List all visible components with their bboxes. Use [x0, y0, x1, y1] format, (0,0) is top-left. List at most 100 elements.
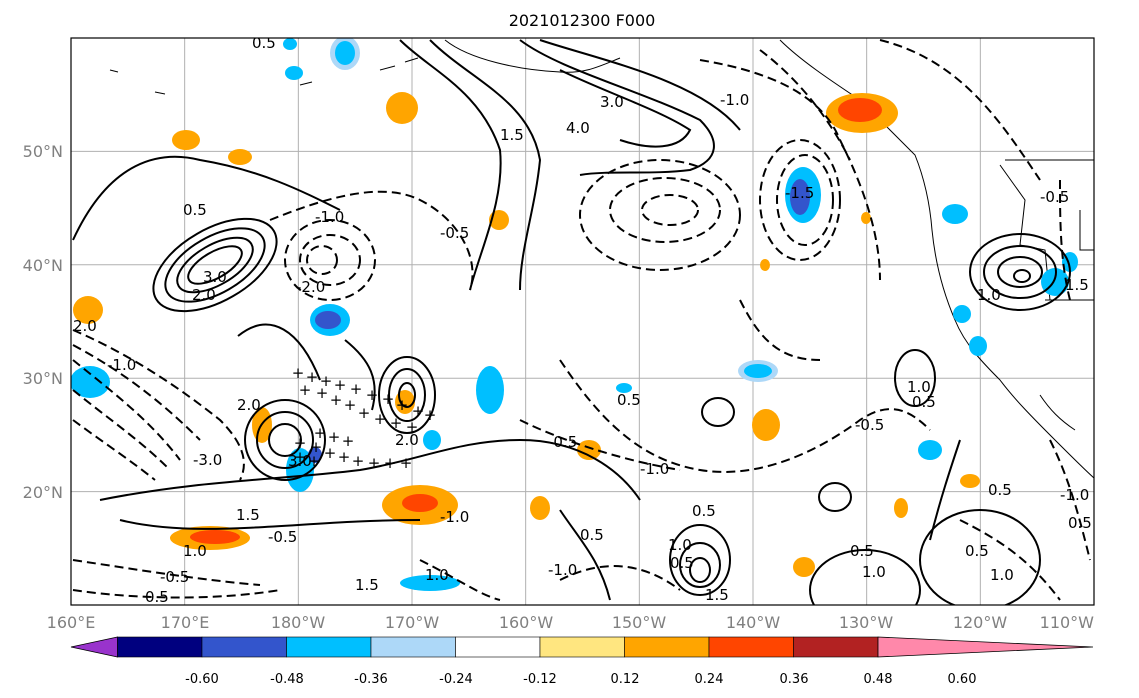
- contour-label: 4.0: [566, 119, 590, 137]
- colorbar-cell: [201, 636, 287, 658]
- colorbar-tick-label: -0.60: [185, 672, 219, 687]
- contour-label: 3.0: [288, 452, 312, 470]
- contour-label: -1.0: [720, 91, 749, 109]
- contour-label: 1.5: [236, 506, 260, 524]
- colorbar: -0.60 -0.48 -0.36 -0.24 -0.12 0.12 0.24 …: [70, 636, 1094, 687]
- colorbar-tick-label: -0.36: [354, 672, 388, 687]
- lon-tick-label: 150°W: [612, 613, 667, 632]
- stipple-marker: +: [316, 384, 329, 402]
- stipple-marker: +: [350, 380, 363, 398]
- contour-label: -2.0: [296, 278, 325, 296]
- contour-label: -1.0: [640, 460, 669, 478]
- contour-label: 0.5: [1068, 514, 1092, 532]
- contour-label: 1.5: [705, 586, 729, 604]
- stipple-marker: +: [294, 448, 307, 466]
- contour-label: -0.5: [440, 224, 469, 242]
- contour-label: -1.0: [1060, 486, 1089, 504]
- colorbar-tick-label: 0.24: [695, 672, 724, 687]
- contour-label: 1.5: [500, 126, 524, 144]
- shaded-anomalies: [71, 38, 1078, 591]
- stipple-marker: +: [412, 402, 425, 420]
- contour-label: 0.5: [183, 201, 207, 219]
- stipple-marker: +: [406, 418, 419, 436]
- colorbar-tick-label: -0.48: [270, 672, 304, 687]
- colorbar-extend-low: [70, 636, 118, 658]
- colorbar-tick-label: -0.12: [523, 672, 557, 687]
- stipple-marker: +: [382, 390, 395, 408]
- contour-label: 1.0: [977, 286, 1001, 304]
- contour-label: -0.5: [1040, 188, 1069, 206]
- contour-label: 0.5: [912, 393, 936, 411]
- stipple-marker: +: [358, 404, 371, 422]
- contour-label: 2.0: [237, 396, 261, 414]
- colorbar-tick-label: -0.24: [439, 672, 473, 687]
- positive-contours: [72, 39, 1071, 605]
- contour-label: 0.5: [670, 554, 694, 572]
- contour-label: -1.5: [785, 184, 814, 202]
- stipple-marker: +: [342, 432, 355, 450]
- colorbar-tick-label: 0.60: [948, 672, 977, 687]
- contour-label: 1.0: [425, 566, 449, 584]
- colorbar-cell: [286, 636, 372, 658]
- contour-label: 1.0: [668, 536, 692, 554]
- colorbar-cell: [708, 636, 794, 658]
- lon-tick-label: 170°E: [161, 613, 210, 632]
- contour-label: 1.0: [183, 542, 207, 560]
- stipple-marker: +: [396, 396, 409, 414]
- stipple-marker: +: [384, 454, 397, 472]
- contour-label: -3.0: [193, 451, 222, 469]
- colorbar-cell: [793, 636, 879, 658]
- lat-tick-label: 50°N: [23, 142, 63, 161]
- stipple-marker: +: [310, 438, 323, 456]
- colorbar-ticks: -0.60 -0.48 -0.36 -0.24 -0.12 0.12 0.24 …: [185, 672, 976, 687]
- stipple-marker: +: [292, 364, 305, 382]
- colorbar-extend-high: [877, 636, 1094, 658]
- colorbar-cell: [455, 636, 541, 658]
- lon-tick-label: 110°W: [1040, 613, 1095, 632]
- lat-tick-label: 40°N: [23, 256, 63, 275]
- lon-tick-label: 170°W: [385, 613, 440, 632]
- contour-labels: 0.5 1.5 4.0 3.0 -1.0 -1.5 -0.5 -1.0 0.5 …: [73, 38, 1092, 605]
- stipple-marker: +: [299, 381, 312, 399]
- contour-label: 1.5: [1065, 276, 1089, 294]
- lon-tick-label: 120°W: [953, 613, 1008, 632]
- contour-label: -1.0: [548, 561, 577, 579]
- lon-tick-label: 160°E: [47, 613, 96, 632]
- lon-tick-label: 130°W: [839, 613, 894, 632]
- stipple-marker: +: [366, 386, 379, 404]
- stipple-marker: +: [324, 444, 337, 462]
- contour-label: 1.0: [990, 566, 1014, 584]
- stipple-marker: +: [320, 372, 333, 390]
- contour-label: -1.0: [107, 356, 136, 374]
- colorbar-cell: [539, 636, 625, 658]
- negative-contours: [72, 39, 1091, 601]
- contour-label: 3.0: [600, 93, 624, 111]
- stipple-marker: +: [334, 376, 347, 394]
- lon-tick-label: 180°W: [271, 613, 326, 632]
- baja: [1039, 394, 1076, 431]
- alaska-islands: [109, 57, 419, 95]
- stipple-marker: +: [368, 454, 381, 472]
- stipple-marker: +: [308, 452, 321, 470]
- contour-label: 0.5: [965, 542, 989, 560]
- contour-label: 1.5: [355, 576, 379, 594]
- stipple-marker: +: [338, 448, 351, 466]
- map-content: + + + + + + + + + ++ + + + + + + ++ + + + + + + ++ + ++ + 0.5 1.5 …: [71, 38, 1094, 605]
- contour-label: -1.0: [440, 508, 469, 526]
- contour-label: -0.5: [268, 528, 297, 546]
- contour-label: 2.0: [395, 431, 419, 449]
- contour-label: 3.0: [203, 268, 227, 286]
- significance-stipple: + + + + + + + + + ++ + + + + + + ++ + + + + + + ++ + ++ +: [292, 364, 437, 472]
- colorbar-cells: [70, 636, 1094, 658]
- contour-label: 1.0: [907, 378, 931, 396]
- colorbar-cell: [370, 636, 456, 658]
- stipple-marker: +: [390, 414, 403, 432]
- longitude-axis: 160°E 170°E 180°W 170°W 160°W 150°W 140°…: [47, 613, 1095, 632]
- stipple-marker: +: [352, 452, 365, 470]
- colorbar-cell: [624, 636, 710, 658]
- lon-tick-label: 140°W: [726, 613, 781, 632]
- colorbar-tick-label: 0.48: [864, 672, 893, 687]
- colorbar-cell: [117, 636, 203, 658]
- contour-label: -0.5: [160, 568, 189, 586]
